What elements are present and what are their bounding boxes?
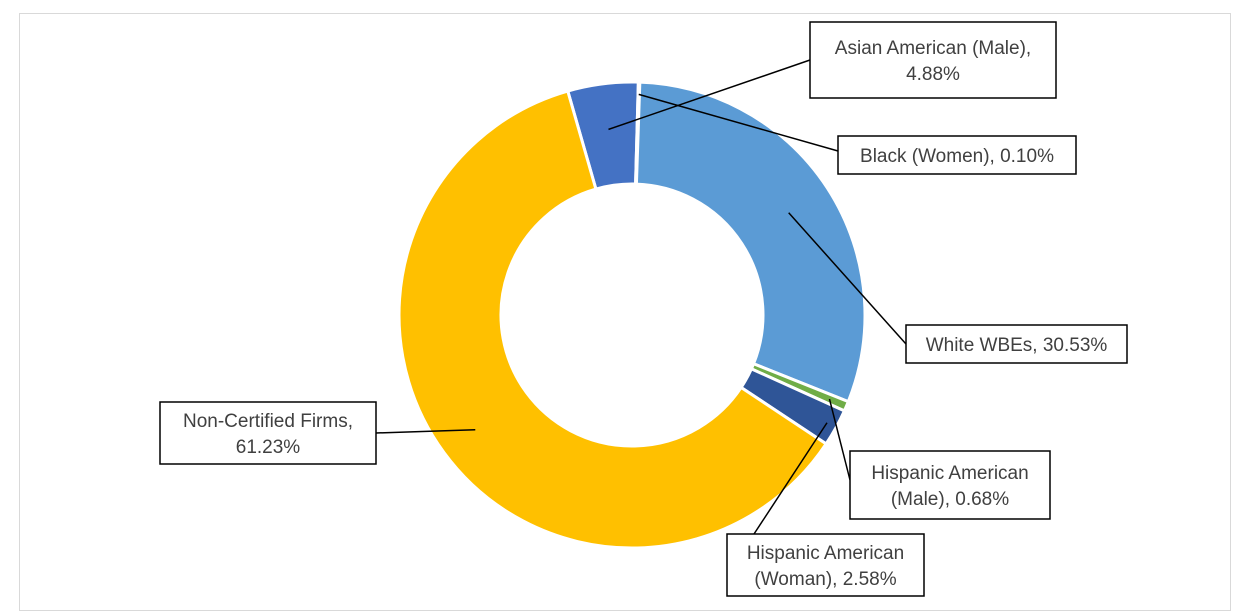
leader-line (788, 212, 907, 345)
data-labels: Asian American (Male), 4.88% Black (Women)… (159, 21, 1128, 597)
label-box (905, 324, 1128, 364)
data-label-text: 61.23% (236, 437, 301, 458)
label-box (726, 533, 925, 597)
leader-line (638, 93, 839, 152)
data-label-text: Asian American (Male), (835, 38, 1031, 59)
label-hispanic-american-woman: Hispanic American (Woman), 2.58% (726, 422, 925, 597)
leader-line (753, 422, 828, 535)
label-box (159, 401, 377, 465)
label-white-wbes: White WBEs, 30.53% (788, 212, 1128, 364)
leader-line (608, 59, 811, 131)
data-label-text: (Male), 0.68% (891, 489, 1009, 510)
leader-line (375, 429, 476, 434)
label-box (837, 135, 1077, 175)
label-hispanic-american-male: Hispanic American (Male), 0.68% (828, 398, 1051, 520)
data-label-text: Non-Certified Firms, (183, 411, 353, 432)
label-black-women: Black (Women), 0.10% (638, 93, 1077, 175)
label-box (849, 450, 1051, 520)
slice-white-wbes (634, 80, 867, 404)
label-asian-american-male: Asian American (Male), 4.88% (608, 21, 1057, 131)
leader-line (828, 398, 851, 481)
slices (397, 80, 867, 550)
slice-non-certified-firms (397, 89, 828, 550)
data-label-text: Hispanic American (747, 543, 904, 564)
label-box (809, 21, 1057, 99)
data-label-text: Black (Women), 0.10% (860, 146, 1054, 167)
data-label-text: Hispanic American (871, 463, 1028, 484)
data-label-text: 4.88% (906, 64, 960, 85)
label-non-certified-firms: Non-Certified Firms, 61.23% (159, 401, 476, 465)
data-label-text: White WBEs, 30.53% (926, 335, 1108, 356)
data-label-text: (Woman), 2.58% (754, 569, 896, 590)
